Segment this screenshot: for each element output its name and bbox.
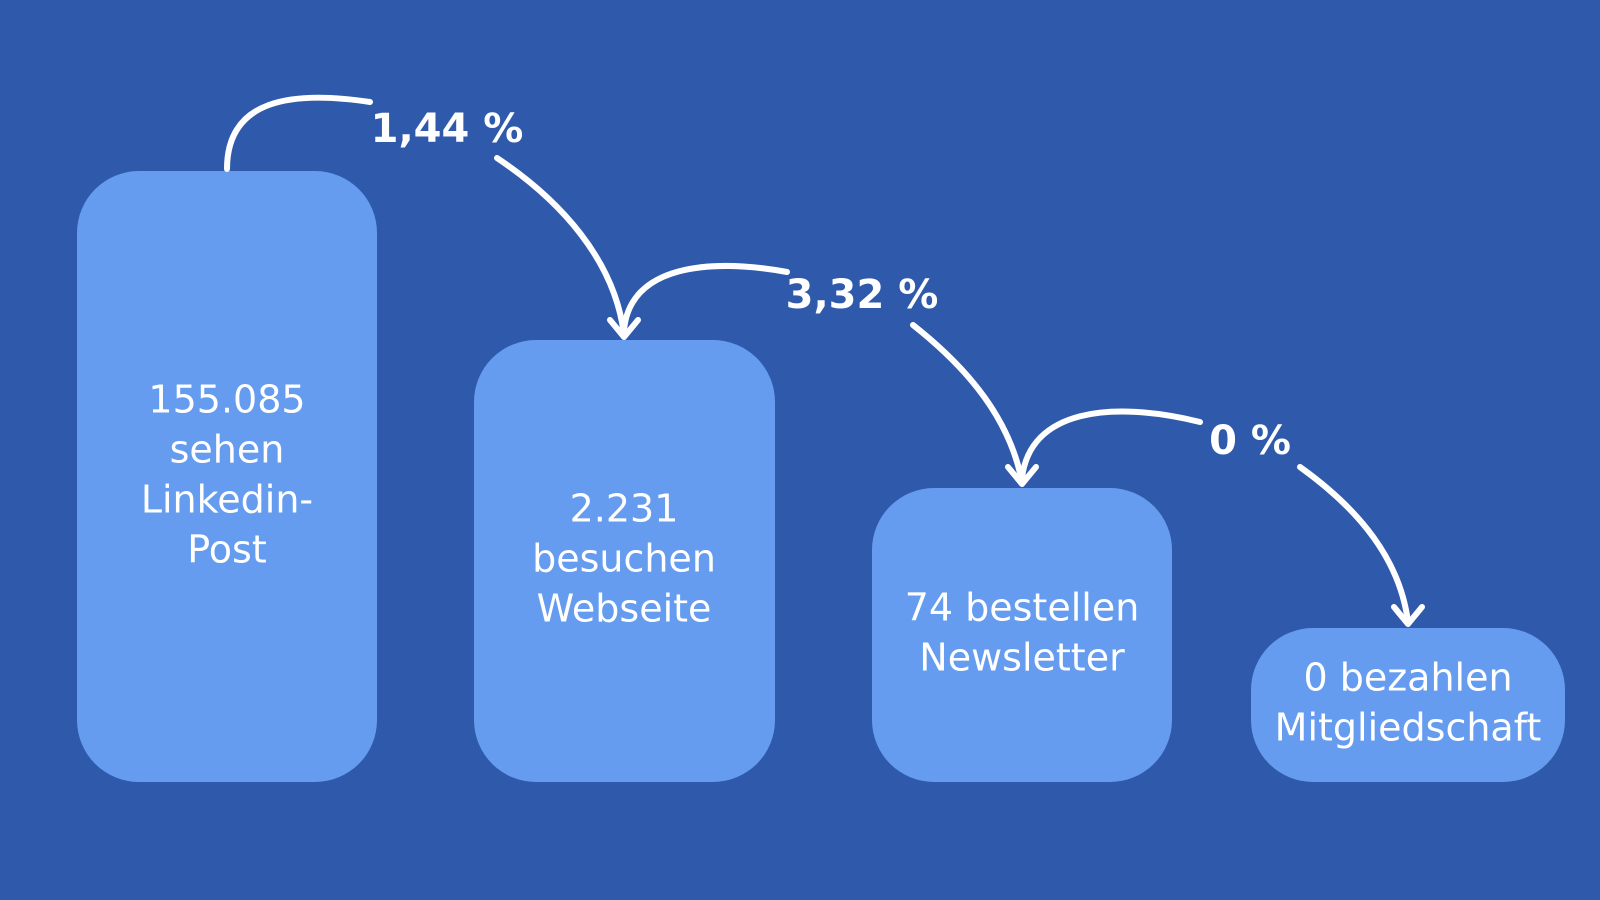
arrow-tail	[1019, 408, 1203, 481]
arrowhead	[1005, 464, 1039, 487]
node-label: 0 bezahlen	[1303, 656, 1512, 700]
conversion-rate: 1,44 %	[371, 106, 524, 152]
node-label: Webseite	[537, 587, 712, 631]
arrow-body	[910, 322, 1025, 485]
node-label: Newsletter	[919, 636, 1125, 680]
node-box	[474, 340, 775, 782]
node-label: besuchen	[532, 537, 716, 581]
node-label: 2.231	[570, 487, 679, 531]
node-label: Linkedin-	[141, 478, 313, 522]
conversion-rate: 0 %	[1209, 418, 1291, 464]
arrow-body	[494, 155, 627, 338]
conversion-rate: 3,32 %	[786, 272, 939, 318]
node-label: sehen	[170, 428, 285, 472]
node-box	[1251, 628, 1565, 782]
arrow	[224, 94, 641, 340]
arrow	[1019, 408, 1425, 627]
node-box	[872, 488, 1172, 782]
node-label: 155.085	[148, 378, 305, 422]
arrow-tail	[224, 94, 373, 172]
node-label: Post	[187, 528, 267, 572]
arrowhead	[607, 317, 641, 340]
node-label: 74 bestellen	[905, 586, 1140, 630]
arrow	[621, 262, 1039, 487]
arrowhead	[1391, 604, 1425, 627]
arrow-tail	[621, 262, 790, 333]
node-box	[77, 171, 377, 782]
node-label: Mitgliedschaft	[1275, 706, 1542, 750]
arrow-body	[1297, 464, 1411, 625]
